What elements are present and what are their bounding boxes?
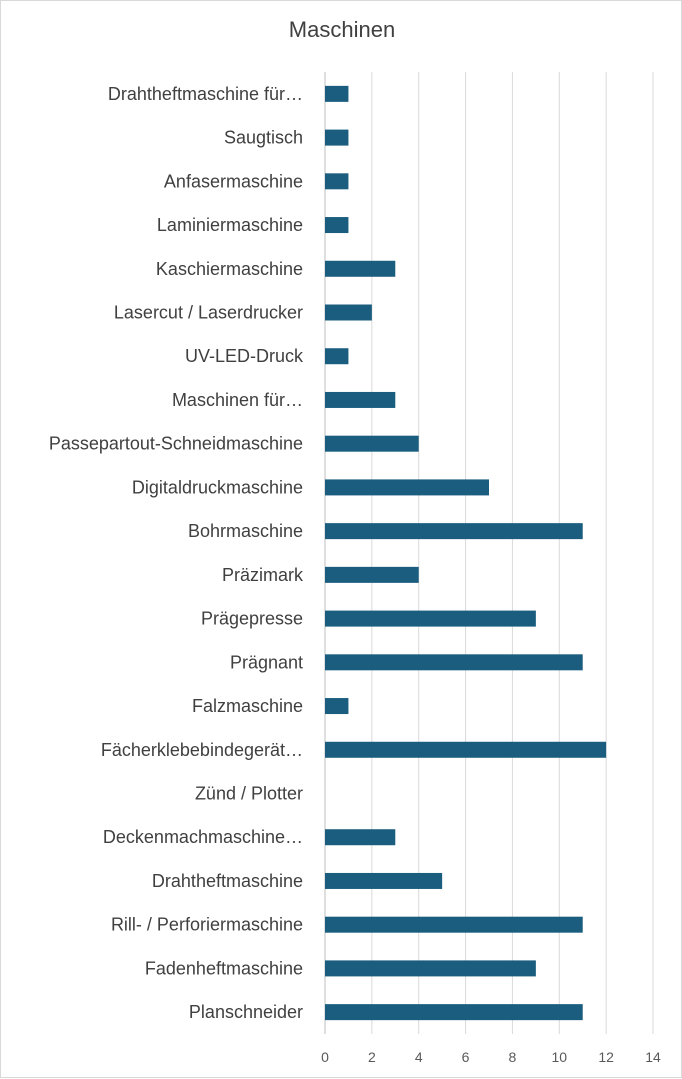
bar bbox=[325, 479, 489, 496]
category-label: Saugtisch bbox=[224, 128, 303, 148]
bar bbox=[325, 217, 349, 234]
x-tick-labels: 0 2 4 6 8 10 12 14 bbox=[321, 1049, 661, 1065]
x-tick-label: 14 bbox=[645, 1049, 661, 1065]
category-label: Drahtheftmaschine für… bbox=[108, 84, 303, 104]
category-label: Fächerklebebindegerät… bbox=[101, 740, 303, 760]
bar bbox=[325, 829, 396, 846]
bar bbox=[325, 741, 607, 758]
category-label: Kaschiermaschine bbox=[156, 259, 303, 279]
category-label: Planschneider bbox=[189, 1002, 303, 1022]
bar bbox=[325, 260, 396, 277]
bar bbox=[325, 523, 583, 540]
bar bbox=[325, 610, 536, 627]
bar bbox=[325, 698, 349, 715]
bar bbox=[325, 85, 349, 102]
category-label: Maschinen für… bbox=[172, 390, 303, 410]
category-label: Prägnant bbox=[230, 652, 303, 672]
bar bbox=[325, 173, 349, 190]
x-tick-label: 0 bbox=[321, 1049, 329, 1065]
category-label: UV-LED-Druck bbox=[185, 346, 304, 366]
x-tick-label: 2 bbox=[368, 1049, 376, 1065]
category-label: Lasercut / Laserdrucker bbox=[114, 303, 303, 323]
x-tick-label: 4 bbox=[415, 1049, 423, 1065]
category-labels: Drahtheftmaschine für… Saugtisch Anfaserma… bbox=[49, 84, 304, 1022]
bar bbox=[325, 960, 536, 977]
category-label: Prägepresse bbox=[201, 609, 303, 629]
bar bbox=[325, 916, 583, 933]
x-tick-label: 6 bbox=[462, 1049, 470, 1065]
x-tick-label: 8 bbox=[509, 1049, 517, 1065]
category-label: Deckenmachmaschine… bbox=[103, 827, 303, 847]
bar bbox=[325, 872, 443, 889]
bars bbox=[325, 85, 607, 1021]
category-label: Fadenheftmaschine bbox=[145, 958, 303, 978]
bar bbox=[325, 654, 583, 671]
category-label: Passepartout-Schneidmaschine bbox=[49, 434, 303, 454]
category-label: Anfasermaschine bbox=[164, 171, 303, 191]
category-label: Laminiermaschine bbox=[157, 215, 303, 235]
x-tick-label: 12 bbox=[598, 1049, 614, 1065]
bar bbox=[325, 129, 349, 146]
category-label: Drahtheftmaschine bbox=[152, 871, 303, 891]
category-label: Digitaldruckmaschine bbox=[132, 477, 303, 497]
chart-title: Maschinen bbox=[288, 17, 396, 42]
bar bbox=[325, 304, 372, 321]
x-tick-label: 10 bbox=[551, 1049, 567, 1065]
bar bbox=[325, 566, 419, 583]
category-label: Bohrmaschine bbox=[188, 521, 303, 541]
gridlines bbox=[324, 72, 654, 1034]
category-label: Zünd / Plotter bbox=[195, 784, 303, 804]
category-label: Falzmaschine bbox=[192, 696, 303, 716]
category-label: Präzimark bbox=[222, 565, 304, 585]
bar bbox=[325, 391, 396, 408]
bar bbox=[325, 1004, 583, 1021]
bar bbox=[325, 435, 419, 452]
bar bbox=[325, 348, 349, 365]
category-label: Rill- / Perforiermaschine bbox=[111, 915, 303, 935]
